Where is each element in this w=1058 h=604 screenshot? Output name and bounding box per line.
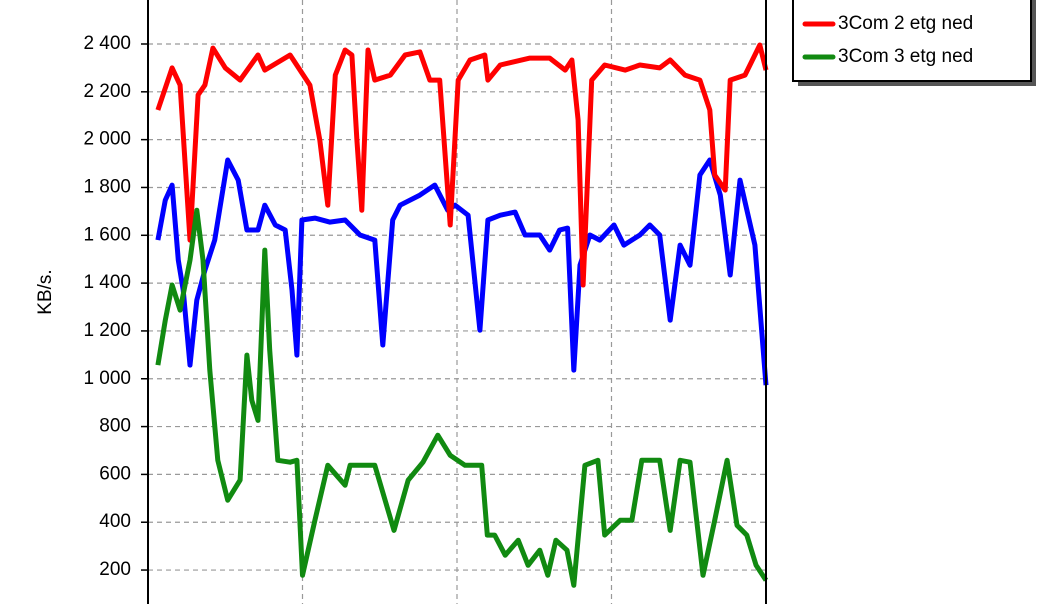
y-tick-label: 1 600	[83, 224, 131, 245]
legend-label: 3Com 2 etg ned	[838, 13, 973, 34]
y-axis-label: KB/s.	[35, 269, 56, 314]
y-tick-label: 2 200	[83, 81, 131, 102]
series-line	[155, 157, 769, 386]
y-tick-label: 800	[99, 416, 131, 437]
y-tick-label: 2 000	[83, 129, 131, 150]
y-tick-label: 1 400	[83, 272, 131, 293]
y-tick-label: 1 200	[83, 320, 131, 341]
y-tick-label: 200	[99, 559, 131, 580]
y-tick-label: 1 800	[83, 176, 131, 197]
y-tick-label: 400	[99, 511, 131, 532]
y-tick-label: 1 000	[83, 368, 131, 389]
y-tick-label: 600	[99, 463, 131, 484]
y-tick-label: 2 400	[83, 33, 131, 54]
series-line	[155, 42, 769, 288]
legend-entries: 3Com 1 etg ned 3Com 2 etg ned 3Com 3 etg n…	[802, 0, 973, 67]
legend-label: 3Com 1 etg ned	[838, 0, 973, 1]
plot-area	[155, 42, 769, 588]
legend-label: 3Com 3 etg ned	[838, 46, 973, 67]
series-line	[155, 207, 769, 588]
legend	[792, 0, 1032, 82]
